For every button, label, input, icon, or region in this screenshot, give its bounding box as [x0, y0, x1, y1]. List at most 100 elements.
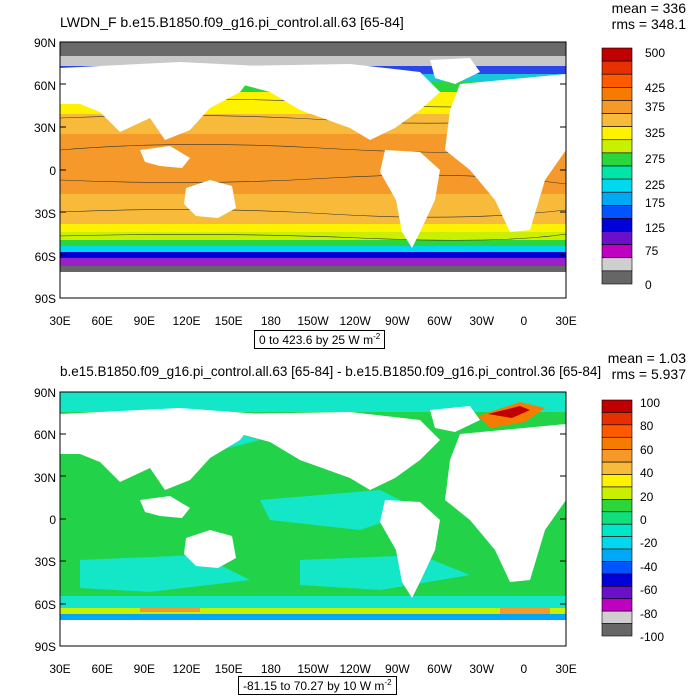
colorbar-swatch [601, 461, 633, 475]
colorbar-swatch [601, 474, 633, 488]
colorbar-swatch [601, 60, 633, 75]
colorbar-swatch [601, 523, 633, 537]
lon-label: 180 [260, 314, 281, 328]
lon-label: 30E [49, 662, 71, 676]
lon-label: 60W [427, 662, 452, 676]
colorbar-label: 40 [640, 466, 654, 481]
lon-label: 120E [172, 662, 201, 676]
lon-label: 120W [339, 314, 371, 328]
lat-label: 30S [34, 555, 56, 570]
lon-label: 180 [260, 662, 281, 676]
colorbar-swatch [601, 573, 633, 587]
panel1-mean: mean = 336 [611, 0, 686, 16]
lon-label: 150E [214, 314, 243, 328]
colorbar-swatch [601, 218, 633, 232]
colorbar-swatch [601, 449, 633, 463]
colorbar-label: 175 [645, 196, 666, 210]
lon-label: 0 [520, 662, 528, 676]
colorbar-label: -40 [640, 559, 658, 574]
lon-label: 0 [520, 314, 528, 328]
colorbar-label: 0 [645, 278, 652, 292]
lat-label: 90S [34, 639, 56, 654]
colorbar-swatch [601, 511, 633, 525]
panel1-title: LWDN_F b.e15.B1850.f09_g16.pi_control.al… [60, 14, 404, 30]
colorbar-swatch [601, 536, 633, 550]
lat-label: 30N [33, 470, 56, 485]
panel2-land [60, 406, 566, 646]
panel1-range-exponent: -2 [373, 332, 381, 341]
colorbar-label: 60 [640, 442, 654, 457]
colorbar-swatch [601, 561, 633, 575]
lat-label: 30N [33, 121, 56, 136]
lat-label: 60S [34, 597, 56, 612]
lon-label: 90E [133, 314, 155, 328]
panel1-rms: rms = 348.1 [611, 16, 686, 32]
colorbar-swatch [601, 548, 633, 562]
lat-label: 90N [33, 36, 56, 50]
colorbar-label: -60 [640, 583, 658, 598]
colorbar-label: 225 [645, 178, 666, 192]
colorbar-swatch [601, 424, 633, 438]
colorbar-swatch [601, 152, 633, 167]
panel2-range-text: -81.15 to 70.27 by 10 W m [243, 679, 385, 693]
lon-label: 120E [172, 314, 201, 328]
lon-label: 90W [385, 314, 410, 328]
axis-ticks [60, 41, 566, 647]
lat-label: 60N [33, 428, 56, 443]
colorbar-swatch [601, 399, 633, 413]
colorbar-label: 500 [645, 46, 666, 60]
panel1-land [60, 58, 566, 298]
colorbar-swatch [601, 486, 633, 500]
colorbar-label: 125 [645, 221, 666, 235]
colorbar-swatch [601, 113, 633, 127]
colorbar-swatch [601, 436, 633, 450]
colorbar-label: 75 [645, 244, 659, 258]
panel2-rms: rms = 5.937 [611, 366, 686, 382]
lat-label: 30S [34, 206, 56, 221]
lat-label: 60S [34, 249, 56, 264]
colorbar-label: 0 [640, 513, 647, 527]
colorbar-swatch [601, 257, 633, 272]
lon-label: 150W [297, 662, 329, 676]
colorbar-swatch [601, 100, 633, 114]
panel1-map [59, 41, 567, 299]
colorbar-swatch [601, 47, 633, 62]
panel2-mean: mean = 1.03 [607, 350, 686, 366]
colorbar-swatch [601, 87, 633, 101]
lon-label: 150E [214, 662, 243, 676]
lat-label: 0 [49, 164, 56, 179]
lon-label: 90W [385, 662, 410, 676]
lon-label: 60W [427, 314, 452, 328]
lon-label: 120W [339, 662, 371, 676]
panel1-range-box: 0 to 423.6 by 25 W m-2 [254, 330, 386, 349]
lon-label: 150W [297, 314, 329, 328]
lat-label: 90S [34, 292, 56, 307]
lon-label: 60E [91, 314, 113, 328]
colorbar-swatch [601, 412, 633, 426]
colorbar-label: -100 [640, 630, 665, 644]
colorbar-swatch [601, 623, 633, 637]
colorbar-swatch [601, 165, 633, 180]
panel1-colorbar [601, 47, 633, 285]
colorbar-label: -80 [640, 606, 658, 621]
lat-label: 60N [33, 78, 56, 93]
panel2-range-exponent: -2 [384, 678, 392, 687]
lon-label: 30E [555, 662, 577, 676]
colorbar-swatch [601, 586, 633, 600]
colorbar-swatch [601, 231, 633, 245]
colorbar-label: 325 [645, 126, 666, 140]
colorbar-swatch [601, 73, 633, 88]
colorbar-swatch [601, 499, 633, 513]
colorbar-swatch [601, 126, 633, 141]
panel1-range-text: 0 to 423.6 by 25 W m [259, 333, 374, 347]
colorbar-swatch [601, 610, 633, 624]
colorbar-swatch [601, 139, 633, 154]
panel2-title: b.e15.B1850.f09_g16.pi_control.all.63 [6… [60, 364, 602, 379]
lon-label: 30E [49, 314, 71, 328]
lat-label: 0 [49, 512, 56, 527]
colorbar-label: 375 [645, 100, 666, 114]
colorbar-swatch [601, 244, 633, 259]
colorbar-swatch [601, 270, 633, 285]
panel2-range-box: -81.15 to 70.27 by 10 W m-2 [238, 676, 397, 695]
